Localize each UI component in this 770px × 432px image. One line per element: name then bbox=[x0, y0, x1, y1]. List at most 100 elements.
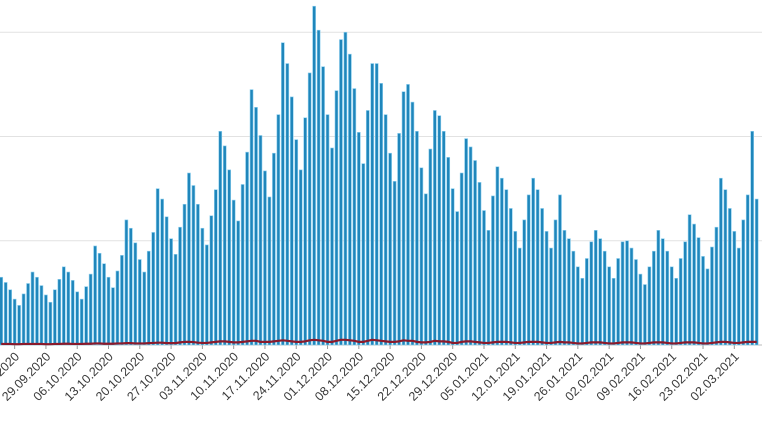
bar bbox=[638, 273, 643, 346]
bar bbox=[361, 163, 366, 346]
bar bbox=[652, 250, 656, 346]
bar bbox=[151, 232, 156, 346]
bar bbox=[79, 298, 84, 346]
bar bbox=[17, 305, 21, 346]
bar bbox=[567, 238, 571, 346]
bar bbox=[424, 193, 428, 346]
bar bbox=[254, 107, 258, 346]
bar bbox=[205, 244, 209, 346]
bar bbox=[93, 245, 97, 346]
bar bbox=[8, 289, 12, 346]
bar bbox=[339, 39, 343, 346]
bar bbox=[433, 110, 437, 346]
bar bbox=[437, 115, 442, 346]
bar bbox=[719, 177, 723, 346]
bar bbox=[526, 194, 531, 346]
bar bbox=[607, 266, 611, 346]
bar bbox=[544, 231, 549, 346]
bar bbox=[464, 138, 468, 346]
bar bbox=[75, 291, 80, 346]
bar bbox=[678, 258, 683, 346]
bar bbox=[629, 247, 634, 346]
bar bbox=[3, 282, 8, 346]
bar bbox=[231, 199, 236, 346]
bar bbox=[732, 231, 737, 346]
bar bbox=[428, 148, 433, 346]
bar bbox=[406, 84, 410, 346]
bar bbox=[236, 220, 240, 346]
bar bbox=[62, 266, 66, 346]
bar bbox=[455, 211, 459, 346]
bar bbox=[598, 238, 603, 346]
bar bbox=[446, 157, 451, 346]
bar bbox=[611, 277, 616, 346]
bar bbox=[714, 226, 719, 346]
bar bbox=[383, 114, 388, 346]
bar bbox=[576, 266, 580, 346]
bar bbox=[307, 72, 312, 346]
bar bbox=[133, 242, 138, 346]
bar bbox=[12, 298, 17, 346]
bar bbox=[0, 276, 4, 346]
bar bbox=[634, 259, 638, 346]
bar bbox=[509, 208, 513, 346]
bar bbox=[352, 88, 357, 346]
bar bbox=[281, 42, 285, 346]
bar bbox=[298, 169, 303, 346]
bar bbox=[415, 131, 419, 346]
bar bbox=[97, 252, 102, 346]
bar bbox=[124, 219, 129, 346]
bar bbox=[441, 131, 446, 346]
bar bbox=[218, 131, 223, 346]
bar bbox=[580, 277, 585, 346]
bar bbox=[522, 219, 527, 346]
bar bbox=[705, 268, 710, 346]
bar bbox=[419, 167, 424, 346]
bar bbox=[316, 29, 321, 346]
line bbox=[1, 338, 757, 346]
bar bbox=[401, 91, 406, 346]
bar bbox=[111, 287, 115, 346]
bar bbox=[35, 276, 39, 346]
bar bbox=[745, 194, 750, 346]
bar bbox=[106, 276, 111, 346]
bar bbox=[182, 203, 187, 346]
bar bbox=[191, 185, 196, 346]
bar bbox=[129, 227, 133, 346]
bar bbox=[410, 101, 415, 346]
bar bbox=[88, 273, 93, 346]
bar bbox=[325, 114, 330, 346]
bar bbox=[674, 277, 679, 346]
bar bbox=[660, 238, 665, 346]
bar bbox=[48, 301, 53, 346]
bar bbox=[53, 289, 57, 346]
bar bbox=[178, 226, 182, 346]
bar bbox=[196, 203, 200, 346]
bar bbox=[173, 254, 178, 346]
bar bbox=[513, 231, 518, 346]
bar bbox=[44, 294, 48, 346]
bar bbox=[330, 147, 334, 346]
bar bbox=[553, 219, 558, 346]
bar bbox=[696, 237, 701, 346]
bar bbox=[750, 131, 754, 346]
bar bbox=[227, 169, 232, 346]
bar bbox=[535, 189, 540, 346]
bar bbox=[710, 246, 714, 346]
bar bbox=[365, 110, 370, 346]
bar bbox=[357, 132, 361, 346]
bar bbox=[450, 188, 455, 346]
bar bbox=[303, 117, 307, 346]
bar bbox=[723, 189, 728, 346]
bar bbox=[585, 258, 589, 346]
bar bbox=[504, 189, 509, 346]
bar bbox=[491, 195, 495, 346]
bar bbox=[142, 271, 147, 346]
bar bbox=[754, 198, 759, 346]
bar bbox=[102, 263, 106, 346]
bar bbox=[321, 66, 325, 346]
bar bbox=[477, 182, 482, 346]
bar bbox=[146, 250, 151, 346]
bar bbox=[602, 250, 607, 346]
bar bbox=[289, 96, 294, 346]
